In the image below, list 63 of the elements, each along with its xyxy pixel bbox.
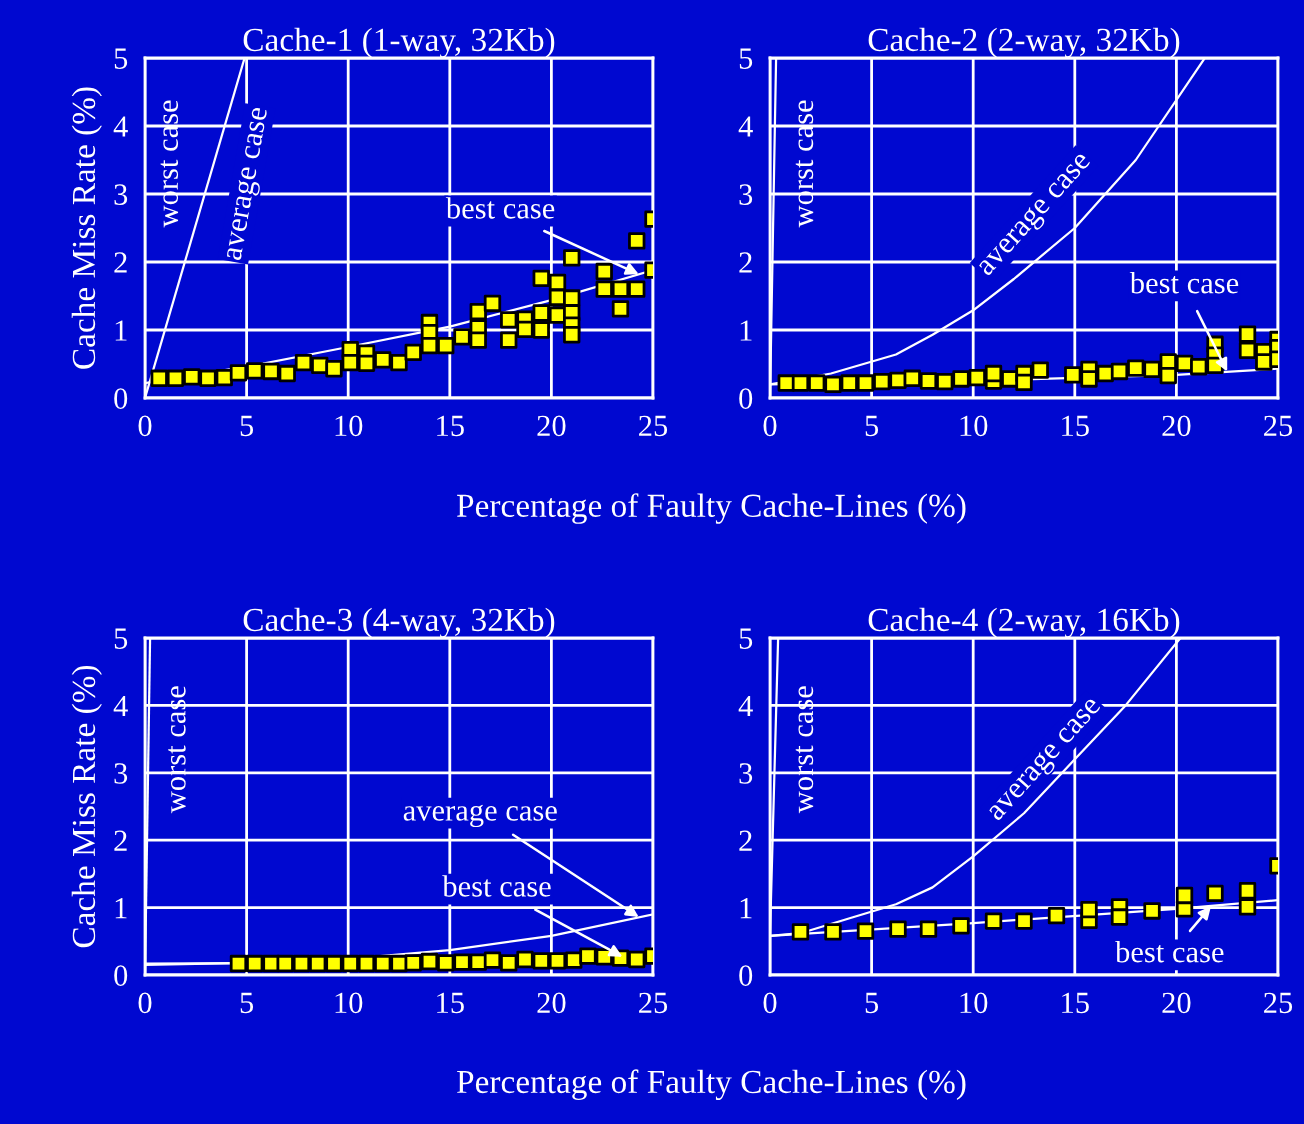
x-tick-label: 20 <box>1162 415 1191 437</box>
y-tick-label: 0 <box>114 388 128 409</box>
x-tick-label: 15 <box>1062 415 1089 437</box>
y-tick-label: 3 <box>114 184 128 205</box>
y-tick-label: 4 <box>738 695 753 716</box>
annotation: best case <box>1115 940 1224 963</box>
x-tick-label: 25 <box>1264 992 1293 1014</box>
chart-title: Cache-4 (2-way, 16Kb) <box>868 607 1180 638</box>
y-tick-label: 0 <box>114 965 128 986</box>
x-tick-label: 5 <box>865 415 879 437</box>
chart-title: Cache-1 (1-way, 32Kb) <box>243 27 555 58</box>
x-tick-label: 25 <box>1264 415 1293 437</box>
annotation: average case <box>225 106 274 262</box>
x-tick-label: 15 <box>437 415 464 437</box>
annotation: best case <box>1129 271 1239 294</box>
y-tick-label: 2 <box>114 252 127 273</box>
x-tick-label: 0 <box>138 992 152 1014</box>
annotation: best case <box>445 197 555 219</box>
annotation: best case <box>442 875 551 897</box>
y-tick-label: 5 <box>739 628 753 649</box>
x-tick-label: 0 <box>138 415 152 437</box>
x-tick-label: 10 <box>335 415 363 437</box>
y-tick-label: 2 <box>114 830 127 851</box>
y-tick-label: 1 <box>115 898 127 919</box>
x-tick-label: 5 <box>240 415 254 437</box>
x-tick-label: 15 <box>1062 992 1089 1014</box>
y-axis-title: Cache Miss Rate (%) <box>71 87 102 369</box>
y-tick-label: 0 <box>739 965 753 986</box>
x-tick-label: 10 <box>960 415 988 437</box>
y-tick-label: 1 <box>740 320 752 341</box>
y-tick-label: 2 <box>739 252 752 273</box>
y-tick-label: 3 <box>739 184 753 205</box>
x-tick-label: 20 <box>537 415 566 437</box>
y-tick-label: 5 <box>114 628 128 649</box>
x-tick-label: 20 <box>537 992 566 1014</box>
chart-title: Cache-3 (4-way, 32Kb) <box>243 607 555 638</box>
x-tick-label: 25 <box>639 992 668 1014</box>
y-tick-label: 3 <box>739 763 753 784</box>
x-tick-label: 25 <box>639 415 668 437</box>
annotation: worst case <box>160 100 179 228</box>
y-tick-label: 1 <box>740 898 752 919</box>
annotation: average case <box>403 804 557 828</box>
y-tick-label: 2 <box>739 830 752 851</box>
y-tick-label: 4 <box>738 116 753 137</box>
x-tick-label: 15 <box>437 992 464 1014</box>
x-tick-label: 5 <box>240 992 254 1014</box>
y-tick-label: 5 <box>114 48 128 69</box>
y-axis-title: Cache Miss Rate (%) <box>71 665 102 948</box>
y-tick-label: 5 <box>739 48 753 69</box>
x-axis-title: Percentage of Faulty Cache-Lines (%) <box>457 1069 966 1101</box>
x-axis-title: Percentage of Faulty Cache-Lines (%) <box>457 493 966 524</box>
y-tick-label: 1 <box>115 320 127 341</box>
x-tick-label: 10 <box>960 992 988 1014</box>
y-tick-label: 3 <box>114 763 128 784</box>
x-tick-label: 10 <box>335 992 363 1014</box>
y-tick-label: 4 <box>113 695 128 716</box>
x-tick-label: 20 <box>1162 992 1191 1014</box>
x-tick-label: 0 <box>763 415 777 437</box>
chart-title: Cache-2 (2-way, 32Kb) <box>868 27 1180 58</box>
x-tick-label: 5 <box>865 992 879 1014</box>
y-tick-label: 0 <box>739 388 753 409</box>
x-tick-label: 0 <box>763 992 777 1014</box>
y-tick-label: 4 <box>113 116 128 137</box>
